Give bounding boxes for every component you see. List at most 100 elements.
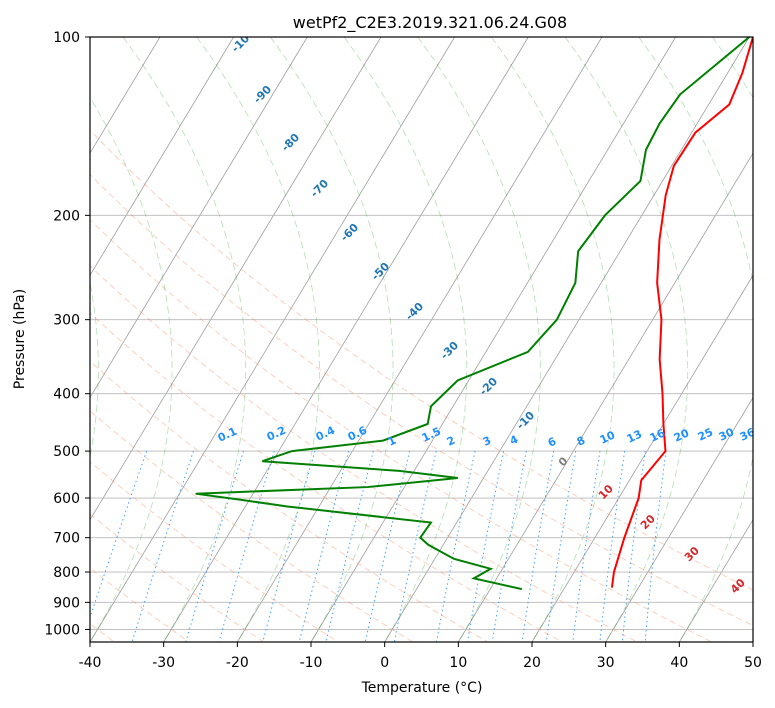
isotherm-line [90, 37, 308, 399]
dry-adiabat-line [90, 567, 190, 642]
mixing-ratio-line [90, 450, 148, 619]
moist-adiabat-line [712, 37, 753, 642]
isotherm-line [531, 274, 753, 642]
mixing-ratio-label: 3 [481, 434, 493, 449]
mixing-ratio-line [298, 450, 350, 642]
x-tick-label: 0 [380, 655, 389, 671]
x-axis-label: Temperature (°C) [361, 680, 483, 696]
y-tick-label: 900 [53, 595, 80, 611]
dry-adiabat-line [90, 410, 414, 642]
y-tick-label: 200 [53, 208, 80, 224]
y-tick-label: 1000 [44, 622, 80, 638]
dry-adiabat-label: -50 [369, 260, 392, 283]
mixing-ratio-line [599, 451, 626, 642]
moist-adiabat-line [638, 37, 753, 642]
isotherm-line [0, 37, 13, 642]
isotherm-line [678, 519, 753, 642]
mixing-ratio-label: 0.4 [314, 424, 337, 444]
dewpoint-series-line [195, 37, 750, 591]
series-layer [195, 37, 753, 591]
mixing-ratio-label: 25 [696, 425, 715, 443]
dry-adiabat-line [90, 174, 753, 627]
mixing-ratio-label: 36 [738, 425, 758, 443]
isotherm-line [457, 152, 753, 642]
moist-adiabat-line [122, 37, 247, 642]
isotherm-line [163, 37, 529, 642]
plot-border [89, 36, 754, 643]
dry-adiabat-line [90, 219, 712, 642]
dry-adiabat-label: -10 [514, 409, 537, 432]
mixing-ratio-label: 13 [625, 427, 644, 445]
y-tick-label: 800 [53, 565, 80, 581]
x-ticks: -40 -30 -20 -10 0 10 20 30 40 50 [79, 642, 762, 671]
mixing-ratio-line [218, 450, 275, 642]
grid-layer [0, 37, 753, 642]
mixing-ratio-label: 2 [445, 434, 457, 449]
mixing-ratio-line [393, 450, 437, 642]
y-tick-label: 100 [53, 30, 80, 46]
isotherm-line [384, 37, 750, 642]
x-tick-label: 40 [670, 655, 688, 671]
mixing-ratio-line [572, 451, 601, 642]
labels-layer: -100-90-80-70-60-50-40-30-20-100.1 0.2 0.4… [216, 26, 758, 596]
moist-adiabat-label: 20 [638, 512, 658, 532]
isotherm-line [90, 37, 161, 154]
moist-adiabat-line [417, 37, 541, 642]
mixing-ratio-line [131, 450, 194, 642]
dry-adiabat-line [90, 513, 264, 642]
moist-adiabat-line [270, 37, 394, 642]
mixing-ratio-label: 1.5 [420, 425, 443, 445]
y-tick-label: 700 [53, 531, 80, 547]
isotherm-line [90, 37, 455, 642]
mixing-ratio-line [262, 450, 316, 642]
isotherm-line [90, 37, 382, 521]
mixing-ratio-label: 4 [508, 433, 521, 448]
dry-adiabat-label: -90 [251, 83, 274, 106]
mixing-ratio-label: 16 [648, 426, 668, 444]
y-tick-label: 400 [53, 387, 80, 403]
y-tick-label: 600 [53, 491, 80, 507]
x-tick-label: -10 [300, 655, 323, 671]
mixing-ratio-line [364, 450, 411, 642]
mixing-ratio-label: 0.6 [346, 424, 369, 444]
isotherm-line [236, 37, 603, 642]
mixing-ratio-line [545, 451, 577, 642]
y-axis-label: Pressure (hPa) [12, 289, 28, 389]
y-tick-label: 500 [53, 444, 80, 460]
moist-adiabat-line [564, 37, 689, 642]
moist-adiabat-line [491, 37, 615, 642]
mixing-ratio-line [185, 450, 244, 642]
isotherm-line [90, 37, 234, 277]
mixing-ratio-line [621, 451, 646, 642]
moist-adiabat-line [343, 37, 468, 642]
dry-adiabat-line [90, 312, 563, 642]
mixing-ratio-label: 30 [717, 425, 737, 443]
isotherm-line [605, 396, 753, 642]
mixing-ratio-label: 20 [672, 426, 692, 444]
background-lines [90, 37, 753, 642]
isotherm-line [752, 641, 753, 642]
dry-adiabat-label: -30 [438, 339, 461, 362]
moist-adiabat-line [90, 96, 173, 642]
moist-adiabat-label: 30 [682, 544, 702, 564]
mixing-ratio-line [491, 451, 527, 642]
x-tick-label: 30 [597, 655, 615, 671]
mixing-ratio-line [644, 451, 667, 642]
x-tick-label: 10 [449, 655, 467, 671]
x-tick-label: 20 [523, 655, 541, 671]
moist-adiabat-label: 0 [556, 454, 571, 469]
isotherm-line [310, 37, 676, 642]
mixing-ratio-label: 10 [598, 428, 618, 446]
y-ticks: 1000 900 800 700 600 500 400 300 200 100 [44, 30, 90, 638]
dry-adiabat-label: -20 [477, 375, 500, 398]
dry-adiabat-line [90, 461, 339, 642]
x-tick-label: -30 [152, 655, 175, 671]
dry-adiabat-label: -80 [279, 131, 302, 154]
moist-adiabat-line [196, 37, 320, 642]
dry-adiabat-label: -100 [229, 26, 258, 55]
dry-adiabat-label: -70 [308, 177, 331, 200]
y-tick-label: 300 [53, 313, 80, 329]
chart-title: wetPf2_C2E3.2019.321.06.24.G08 [293, 13, 567, 33]
